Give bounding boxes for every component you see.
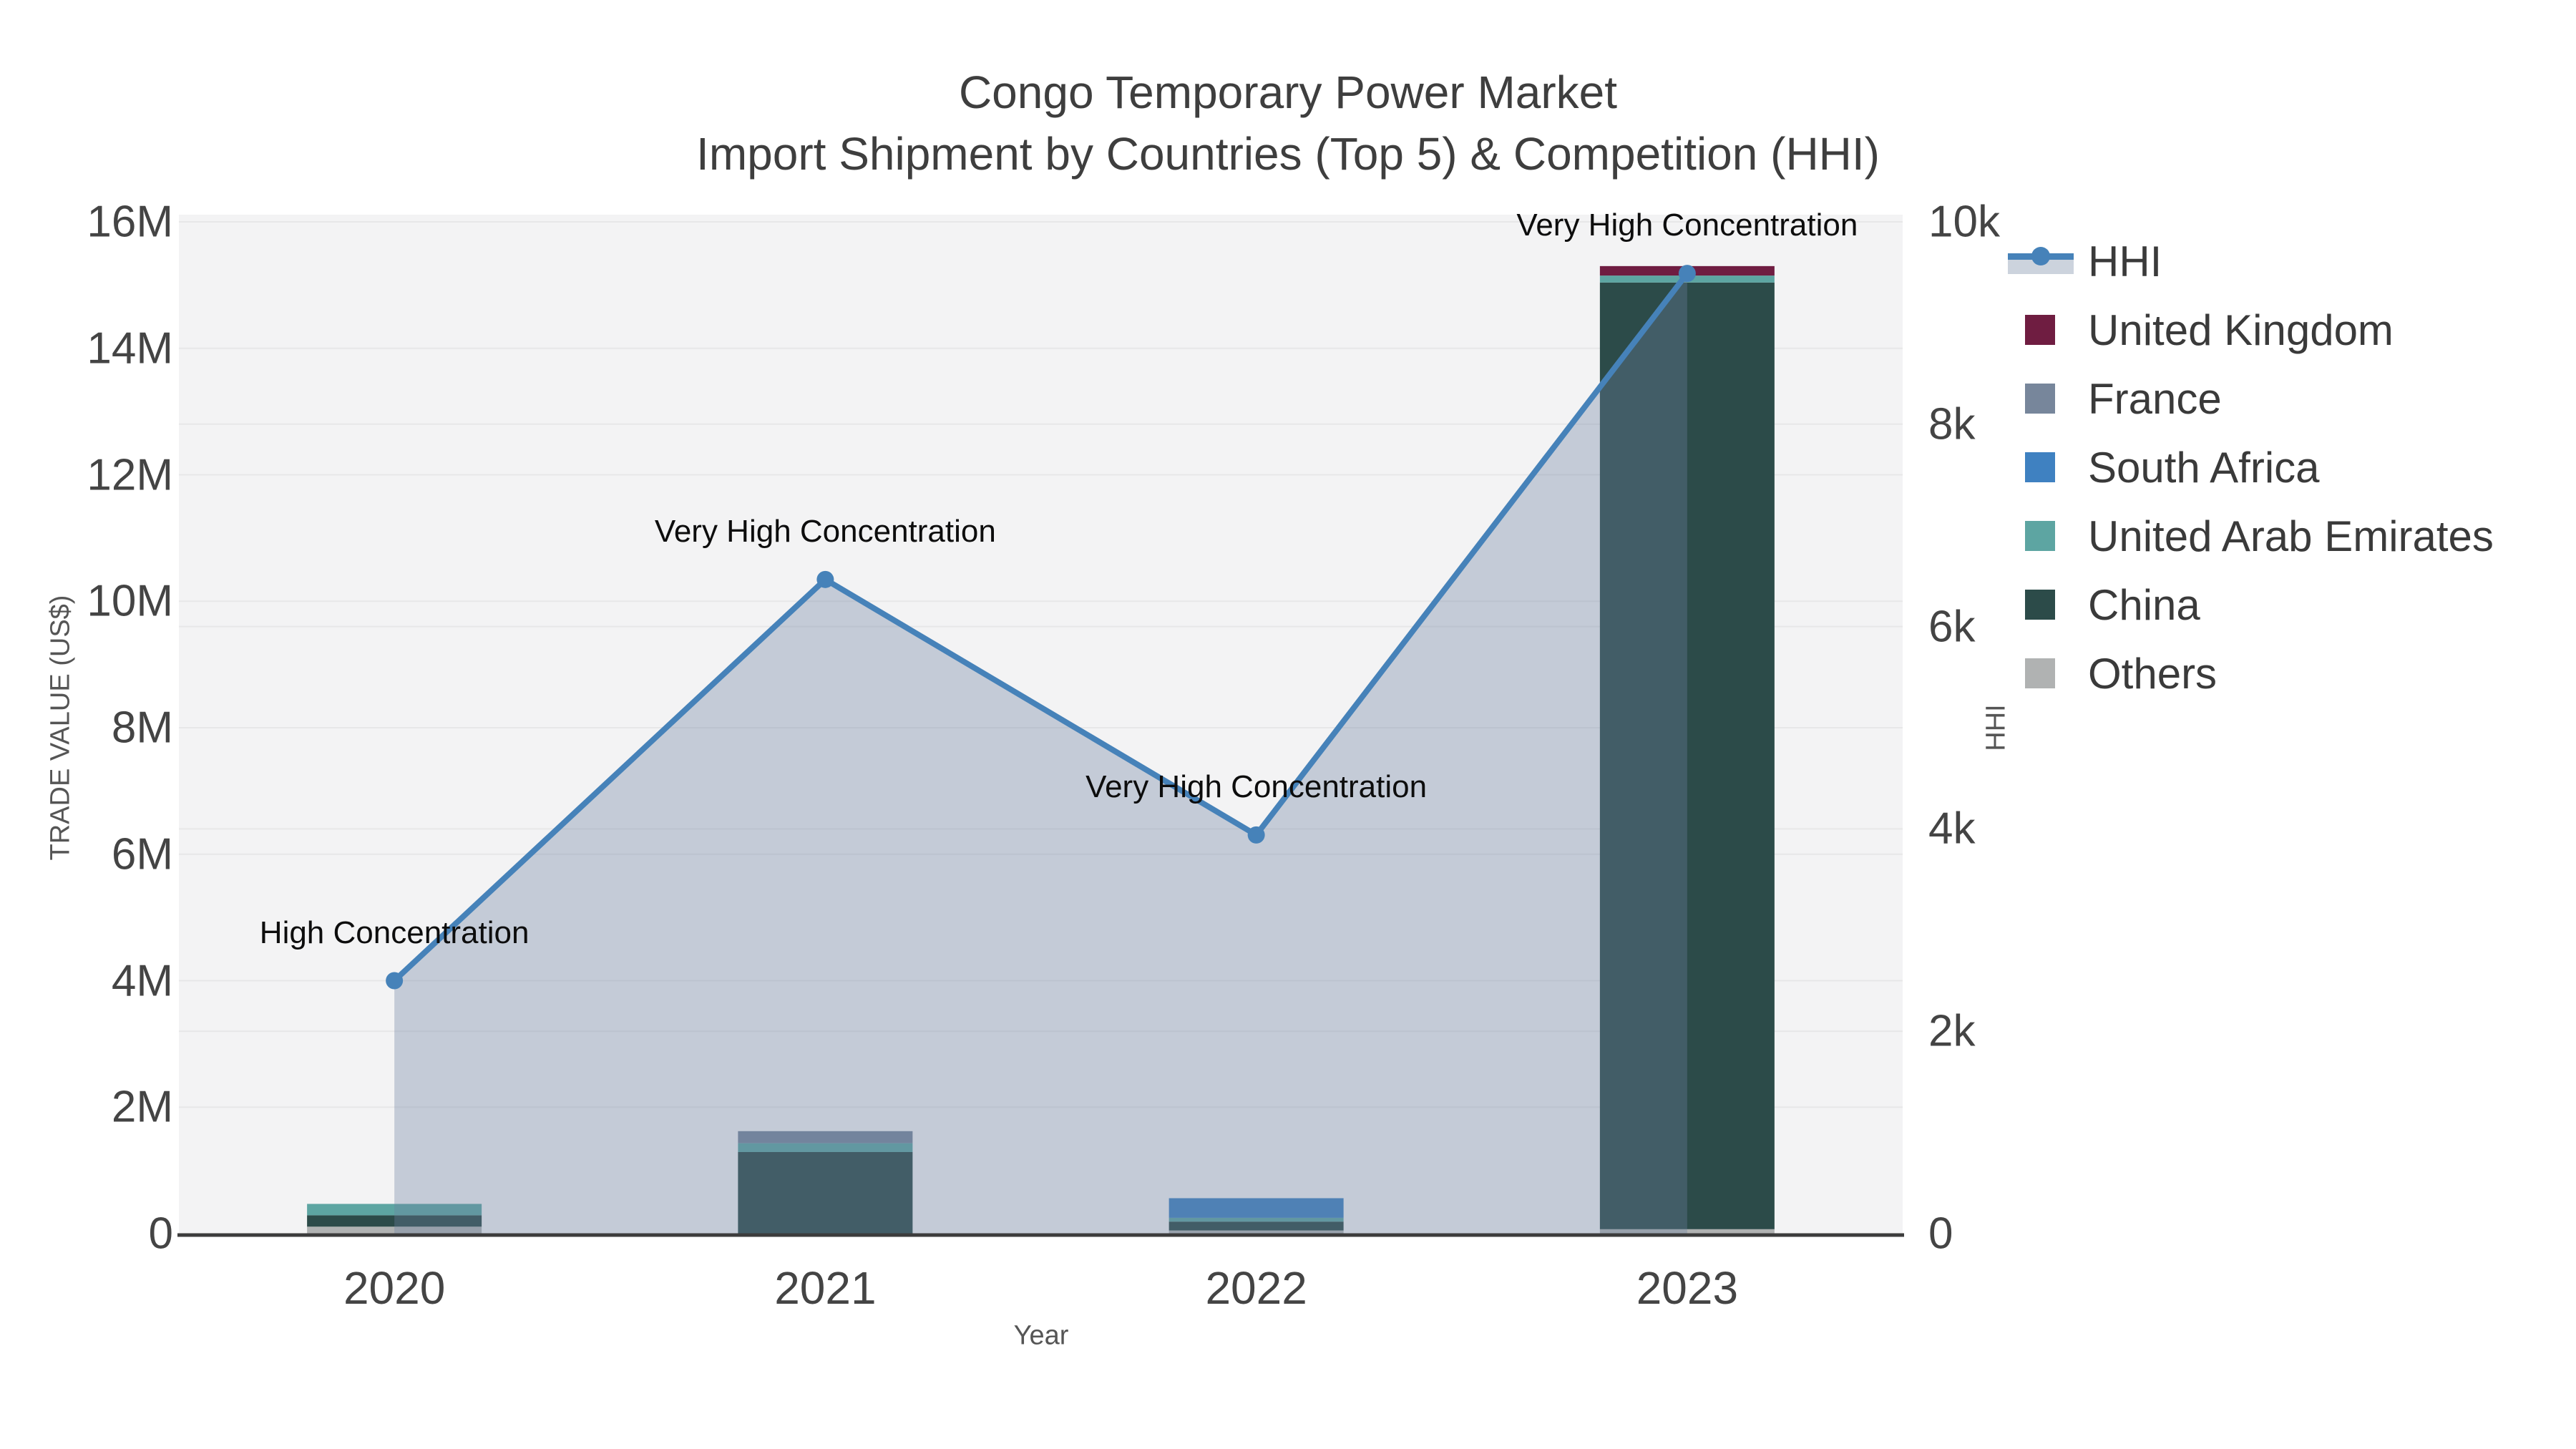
bar-segment-china[interactable]: [1599, 282, 1775, 1229]
bar-segment-others[interactable]: [1169, 1230, 1344, 1234]
x-tick-label: 2023: [1636, 1262, 1739, 1314]
legend-item-label: China: [2088, 580, 2200, 629]
y-left-tick-label: 8M: [111, 703, 173, 753]
legend-item-label: United Kingdom: [2088, 306, 2394, 354]
bar-segment-china[interactable]: [307, 1215, 482, 1227]
hhi-annotation: Very High Concentration: [1085, 769, 1428, 804]
legend-item-label: South Africa: [2088, 443, 2320, 492]
bar-segment-france[interactable]: [738, 1131, 913, 1143]
legend-color-swatch-icon: [2025, 658, 2055, 688]
bar-segment-united-arab-emirates[interactable]: [307, 1204, 482, 1216]
hhi-marker[interactable]: [1678, 265, 1696, 283]
legend-item-label: HHI: [2088, 237, 2162, 286]
chart-title-line1: Congo Temporary Power Market: [958, 67, 1618, 118]
hhi-line-swatch-icon: [2008, 241, 2074, 281]
hhi-marker[interactable]: [816, 570, 834, 588]
legend-item-label: France: [2088, 374, 2222, 423]
y-left-tick-label: 12M: [87, 450, 173, 499]
hhi-area-fill: [394, 273, 1687, 1234]
bar-segment-south-africa[interactable]: [1169, 1198, 1344, 1218]
bar-segment-united-arab-emirates[interactable]: [1169, 1217, 1344, 1222]
y-right-tick-label: 0: [1928, 1209, 1953, 1259]
legend-item-hhi[interactable]: HHI: [2004, 236, 2562, 286]
y-right-tick-label: 6k: [1928, 602, 1976, 652]
legend-item-china[interactable]: China: [2004, 580, 2562, 630]
y-left-tick-label: 16M: [87, 197, 173, 247]
legend-item-france[interactable]: France: [2004, 374, 2562, 424]
bar-segment-united-arab-emirates[interactable]: [738, 1143, 913, 1152]
hhi-marker[interactable]: [386, 972, 404, 990]
y-left-axis-title: TRADE VALUE (US$): [45, 595, 76, 861]
x-tick-label: 2022: [1205, 1262, 1307, 1314]
bar-segment-others[interactable]: [1599, 1229, 1775, 1234]
y-left-tick-label: 0: [148, 1209, 173, 1259]
y-left-tick-label: 2M: [111, 1082, 173, 1132]
legend-item-united-arab-emirates[interactable]: United Arab Emirates: [2004, 511, 2562, 561]
legend-item-united-kingdom[interactable]: United Kingdom: [2004, 305, 2562, 355]
hhi-annotation: High Concentration: [259, 914, 530, 950]
legend-color-swatch-icon: [2025, 452, 2055, 482]
y-right-tick-label: 2k: [1928, 1006, 1976, 1056]
legend-item-label: Others: [2088, 649, 2218, 698]
x-tick-label: 2020: [343, 1262, 446, 1314]
bar-segment-china[interactable]: [1169, 1221, 1344, 1231]
y-left-tick-label: 14M: [87, 323, 173, 374]
hhi-marker[interactable]: [1247, 826, 1265, 844]
legend-color-swatch-icon: [2025, 315, 2055, 345]
y-left-tick-label: 4M: [111, 956, 173, 1005]
legend: HHI United Kingdom France South Africa Unite…: [2004, 236, 2562, 717]
legend-item-south-africa[interactable]: South Africa: [2004, 442, 2562, 492]
y-left-tick-label: 10M: [87, 576, 173, 626]
legend-item-label: United Arab Emirates: [2088, 512, 2494, 560]
hhi-line: [392, 271, 1690, 983]
bar-segment-others[interactable]: [307, 1226, 482, 1234]
chart-title-line2: Import Shipment by Countries (Top 5) & C…: [696, 128, 1880, 180]
x-axis-title: Year: [1013, 1320, 1069, 1351]
y-left-tick-label: 6M: [111, 829, 173, 879]
y-right-tick-label: 4k: [1928, 804, 1976, 854]
bar-segment-china[interactable]: [738, 1151, 913, 1234]
legend-color-swatch-icon: [2025, 384, 2055, 414]
y-right-tick-label: 10k: [1928, 197, 2000, 247]
y-right-tick-label: 8k: [1928, 399, 1976, 449]
legend-color-swatch-icon: [2025, 521, 2055, 551]
x-tick-label: 2021: [774, 1262, 877, 1314]
hhi-annotation: Very High Concentration: [1516, 208, 1858, 243]
hhi-annotation: Very High Concentration: [654, 513, 996, 549]
legend-color-swatch-icon: [2025, 590, 2055, 620]
legend-item-others[interactable]: Others: [2004, 648, 2562, 698]
